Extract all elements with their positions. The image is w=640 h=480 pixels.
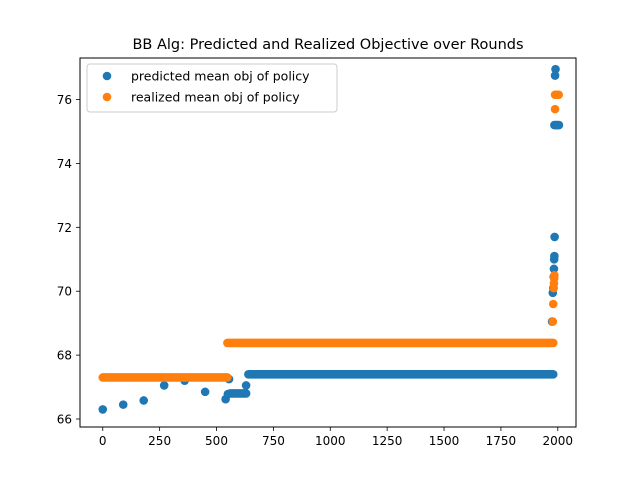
chart-title: BB Alg: Predicted and Realized Objective… [132,37,523,53]
data-point [159,381,169,390]
legend-marker [102,71,112,81]
data-point [548,299,558,309]
data-point [98,405,108,414]
plot-frame [79,57,577,428]
data-point [550,270,559,280]
x-tick-label: 500 [205,434,228,448]
data-point [118,400,128,409]
data-point [550,71,560,80]
x-tick-label: 0 [99,434,107,448]
x-tick-label: 1000 [315,434,346,448]
data-point [200,387,210,397]
legend-marker [102,92,112,102]
x-tick-label: 1250 [372,434,403,448]
data-point [549,264,559,274]
data-point [139,396,149,405]
y-tick-label: 68 [57,349,72,363]
data-point [550,232,559,242]
data-point [548,317,558,326]
y-tick-label: 70 [57,285,72,299]
x-tick-label: 1500 [429,434,460,448]
y-axis: 66 68 70 72 74 76 [57,93,80,427]
legend: predicted mean obj of policy realized mea… [86,63,338,113]
x-tick-label: 750 [262,434,285,448]
data-point [554,120,564,130]
x-tick-label: 1750 [486,434,517,448]
legend-box [86,63,338,113]
y-tick-label: 66 [57,413,72,427]
x-tick-label: 250 [148,434,171,448]
data-point [554,90,564,100]
x-axis: 0 250 500 750 1000 1250 1500 1750 2000 [99,427,573,448]
data-point [241,381,251,390]
data-point [550,104,560,114]
x-tick-label: 2000 [543,434,574,448]
y-tick-label: 74 [57,157,72,171]
y-tick-label: 72 [57,221,72,235]
data-point [550,251,559,261]
y-tick-label: 76 [57,93,72,107]
data-point [551,64,560,74]
series-realized [98,90,564,382]
legend-label: predicted mean obj of policy [131,69,310,84]
chart-marks [98,64,564,414]
legend-label: realized mean obj of policy [131,90,300,105]
